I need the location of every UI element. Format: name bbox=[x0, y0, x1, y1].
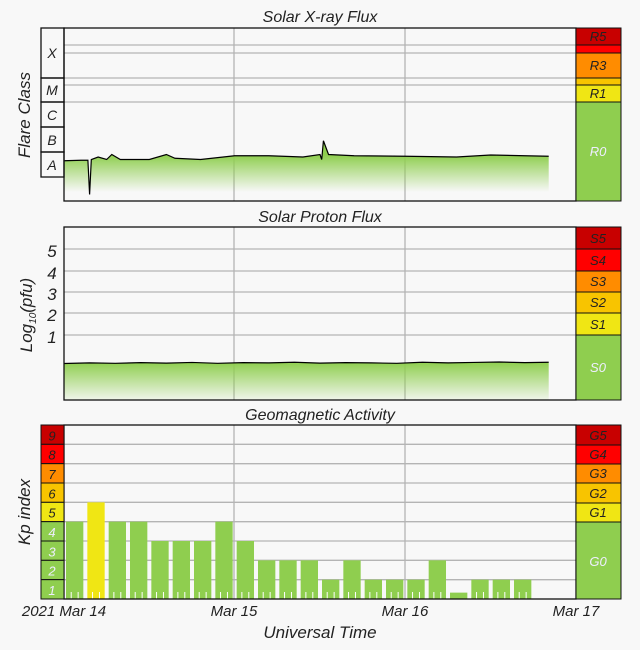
proton-grid bbox=[64, 227, 576, 400]
proton-title: Solar Proton Flux bbox=[258, 209, 383, 226]
kp-ylabel: Kp index bbox=[15, 478, 34, 545]
xray-fill bbox=[64, 140, 549, 201]
scale-g0: G0 bbox=[589, 554, 607, 569]
kp-ytick: 4 bbox=[48, 525, 55, 540]
kp-bar bbox=[428, 560, 447, 599]
kp-bar bbox=[364, 579, 383, 599]
scale-g1: G1 bbox=[589, 505, 606, 520]
kp-bar bbox=[343, 560, 361, 599]
kp-bar bbox=[407, 579, 425, 599]
kp-ytick: 8 bbox=[48, 448, 56, 463]
xtick-mar15: Mar 15 bbox=[211, 603, 258, 620]
flare-class-x: X bbox=[46, 45, 57, 61]
scale-r3: R3 bbox=[590, 58, 607, 73]
kp-bar bbox=[87, 502, 105, 599]
solar-radiation-scale: S5 S4 S3 S2 S1 S0 bbox=[575, 226, 622, 401]
kp-bar bbox=[130, 521, 148, 599]
ytick-4: 4 bbox=[47, 264, 56, 283]
proton-fill bbox=[64, 362, 549, 400]
kp-bar bbox=[258, 560, 276, 599]
ytick-2: 2 bbox=[46, 306, 57, 325]
proton-yticks: 5 4 3 2 1 bbox=[46, 242, 57, 347]
ytick-3: 3 bbox=[47, 285, 57, 304]
ylabel-main: Log bbox=[17, 323, 36, 352]
scale-s5: S5 bbox=[590, 231, 607, 246]
flare-class-c: C bbox=[47, 107, 58, 123]
xray-ylabel: Flare Class bbox=[15, 72, 34, 158]
scale-r1: R1 bbox=[590, 86, 607, 101]
kp-bar bbox=[215, 521, 233, 599]
proton-ylabel: Log10(pfu) bbox=[17, 278, 39, 352]
ylabel-sub: 10 bbox=[28, 312, 39, 324]
kp-bar bbox=[236, 541, 255, 599]
kp-bar bbox=[108, 521, 127, 599]
kp-bar bbox=[471, 579, 489, 599]
xray-line bbox=[63, 140, 549, 195]
kp-level-cell bbox=[40, 579, 65, 600]
kp-bar bbox=[172, 541, 191, 599]
kp-bar bbox=[300, 560, 319, 599]
kp-ytick: 9 bbox=[48, 428, 55, 443]
kp-ytick: 7 bbox=[48, 467, 56, 482]
scale-g3: G3 bbox=[589, 466, 607, 481]
xtick-mar16: Mar 16 bbox=[382, 603, 429, 620]
kp-ytick: 5 bbox=[48, 506, 56, 521]
flare-class-a: A bbox=[46, 157, 56, 173]
scale-g4: G4 bbox=[589, 447, 606, 462]
ytick-5: 5 bbox=[47, 242, 57, 261]
kp-grid bbox=[64, 425, 576, 599]
scale-s3: S3 bbox=[590, 274, 607, 289]
kp-ytick: 3 bbox=[48, 544, 56, 559]
scale-s0: S0 bbox=[590, 360, 607, 375]
xtick-mar17: Mar 17 bbox=[553, 603, 600, 620]
ylabel-tail: (pfu) bbox=[17, 278, 36, 313]
kp-title: Geomagnetic Activity bbox=[245, 407, 396, 424]
scale-r5: R5 bbox=[590, 29, 607, 44]
kp-bar bbox=[194, 541, 212, 599]
scale-s2: S2 bbox=[590, 295, 607, 310]
kp-ytick: 1 bbox=[48, 583, 55, 598]
kp-bar bbox=[279, 560, 297, 599]
x-axis-label: Universal Time bbox=[263, 623, 376, 642]
flare-class-axis: X M C B A bbox=[40, 27, 65, 178]
kp-axis: 9 8 7 6 5 4 3 2 1 bbox=[40, 424, 65, 600]
xtick-mar14: 2021 Mar 14 bbox=[21, 603, 106, 620]
kp-ytick: 6 bbox=[48, 486, 56, 501]
kp-bar bbox=[386, 579, 404, 599]
kp-bar bbox=[514, 579, 532, 599]
kp-ytick: 2 bbox=[47, 564, 56, 579]
geomagnetic-storm-scale: G5 G4 G3 G2 G1 G0 bbox=[575, 424, 622, 600]
scale-s4: S4 bbox=[590, 253, 606, 268]
ytick-1: 1 bbox=[47, 328, 56, 347]
kp-bar bbox=[151, 541, 169, 599]
scale-r0: R0 bbox=[590, 144, 607, 159]
flare-class-m: M bbox=[46, 82, 58, 98]
kp-bar bbox=[450, 592, 468, 599]
kp-bar bbox=[66, 521, 84, 599]
scale-g2: G2 bbox=[589, 486, 607, 501]
proton-line bbox=[63, 361, 549, 365]
kp-bar bbox=[322, 579, 340, 599]
xray-title: Solar X-ray Flux bbox=[263, 9, 379, 26]
radio-blackout-scale: R5 R3 R1 R0 bbox=[575, 27, 622, 202]
kp-bar bbox=[492, 579, 511, 599]
flare-class-b: B bbox=[47, 132, 56, 148]
scale-g5: G5 bbox=[589, 428, 607, 443]
scale-s1: S1 bbox=[590, 317, 606, 332]
